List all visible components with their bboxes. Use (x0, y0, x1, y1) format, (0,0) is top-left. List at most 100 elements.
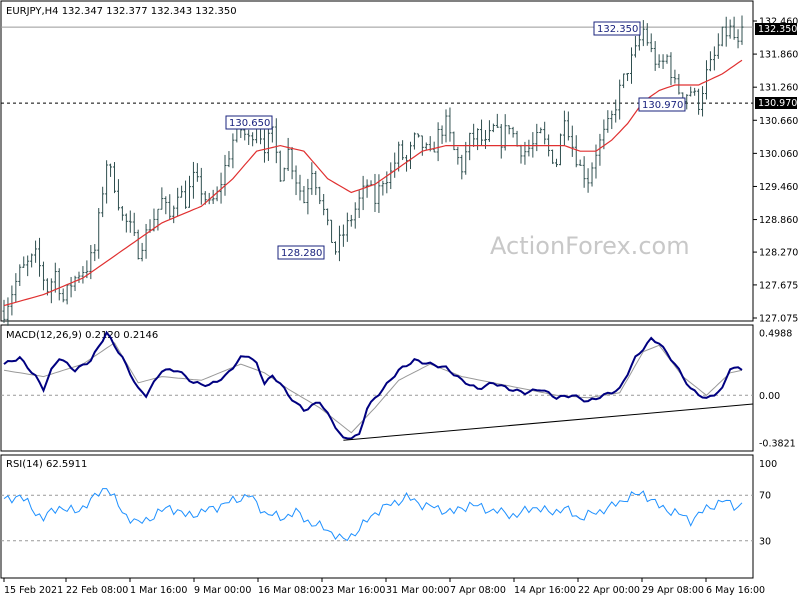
price-bar (468, 132, 472, 161)
price-bar (184, 180, 188, 209)
price-bar (618, 79, 622, 120)
price-tick-label: 129.460 (759, 182, 798, 193)
price-bar (77, 271, 81, 283)
price-bar (318, 186, 322, 205)
price-bar (495, 113, 499, 128)
price-bar (274, 118, 278, 164)
price-bar (128, 210, 132, 233)
time-tick-label: 1 Mar 16:00 (130, 585, 187, 596)
price-bar (708, 51, 712, 72)
price-bar (211, 189, 215, 204)
price-bar (326, 208, 330, 226)
callout-130650: 130.650 (229, 118, 270, 129)
price-bar (602, 119, 606, 150)
time-tick-label: 16 Mar 08:00 (258, 585, 321, 596)
price-bar (310, 162, 314, 195)
price-bar (503, 114, 507, 151)
price-bar (286, 137, 290, 172)
price-bar (543, 121, 547, 145)
callout-box-132350 (593, 21, 641, 36)
price-bar (180, 185, 184, 198)
price-bar (322, 193, 326, 216)
price-tick-label: 127.675 (759, 280, 798, 291)
price-bar (176, 187, 180, 217)
macd-pane-frame (0, 324, 754, 452)
price-bar (511, 126, 515, 138)
price-bar (420, 135, 424, 156)
price-bar (629, 47, 633, 84)
price-bar (412, 132, 416, 150)
price-bar (132, 212, 136, 237)
price-bar (570, 125, 574, 157)
price-bar (109, 163, 113, 177)
price-bar (464, 141, 468, 175)
rsi-pane-title: RSI(14) 62.5911 (6, 459, 87, 470)
price-bar (282, 167, 286, 182)
rsi-plot: 100 70 30 (1, 459, 777, 547)
price-bar (424, 142, 428, 150)
time-tick-label: 6 May 16:00 (706, 585, 765, 596)
moving-average-line (3, 59, 743, 307)
price-bar (397, 141, 401, 172)
price-bar (689, 86, 693, 97)
price-bar (598, 133, 602, 166)
price-bar (306, 178, 310, 215)
price-bar (73, 275, 77, 292)
price-bar (704, 60, 708, 100)
price-bar (345, 212, 349, 242)
price-bar (697, 88, 701, 115)
price-bar (669, 52, 673, 86)
time-axis: 15 Feb 2021 22 Feb 08:00 1 Mar 16:00 9 Mar … (3, 578, 765, 596)
price-bar (610, 110, 614, 130)
price-bar (251, 132, 255, 147)
price-bar (641, 20, 645, 47)
price-bar (661, 54, 665, 69)
price-bar (657, 54, 661, 69)
price-bar (606, 110, 610, 133)
price-bar (574, 135, 578, 168)
price-bar (586, 168, 590, 193)
price-bar (389, 162, 393, 190)
price-tick-label: 130.660 (759, 116, 798, 127)
price-bar (448, 107, 452, 142)
price-bar (633, 35, 637, 58)
price-bar (499, 124, 503, 159)
price-bar (539, 127, 543, 134)
price-bar (535, 123, 539, 152)
price-bar (105, 160, 109, 204)
price-bar (172, 205, 176, 224)
price-bar (124, 213, 128, 233)
price-bar (582, 156, 586, 188)
price-bar (432, 141, 436, 153)
price-bar (219, 172, 223, 204)
price-bar (136, 229, 140, 260)
price-bar (637, 34, 641, 51)
price-bar (14, 273, 18, 303)
price-bar (365, 179, 369, 198)
price-bar (736, 29, 740, 49)
price-bar (377, 174, 381, 213)
price-bar (330, 219, 334, 243)
price-bar (231, 133, 235, 169)
price-bar (140, 242, 144, 262)
price-bar (223, 154, 227, 196)
price-tick-label: 128.860 (759, 215, 798, 226)
price-bar (440, 125, 444, 144)
price-bar (649, 33, 653, 53)
rsi-series (3, 488, 743, 542)
macd-series (3, 330, 743, 440)
time-tick-label: 15 Feb 2021 (4, 585, 63, 596)
last-price-tag: 132.350 (758, 24, 797, 35)
price-bar (519, 144, 523, 164)
price-tick-label: 131.860 (759, 50, 798, 61)
price-bar (349, 214, 353, 227)
time-tick-label: 23 Mar 16:00 (322, 585, 385, 596)
price-bar (22, 256, 26, 268)
macd-signal-series (3, 342, 743, 434)
price-bar (187, 175, 191, 208)
time-tick-label: 31 Mar 00:00 (386, 585, 449, 596)
price-bar (614, 99, 618, 123)
price-bar (740, 15, 744, 45)
price-bar (693, 87, 697, 96)
price-bar (18, 264, 22, 286)
